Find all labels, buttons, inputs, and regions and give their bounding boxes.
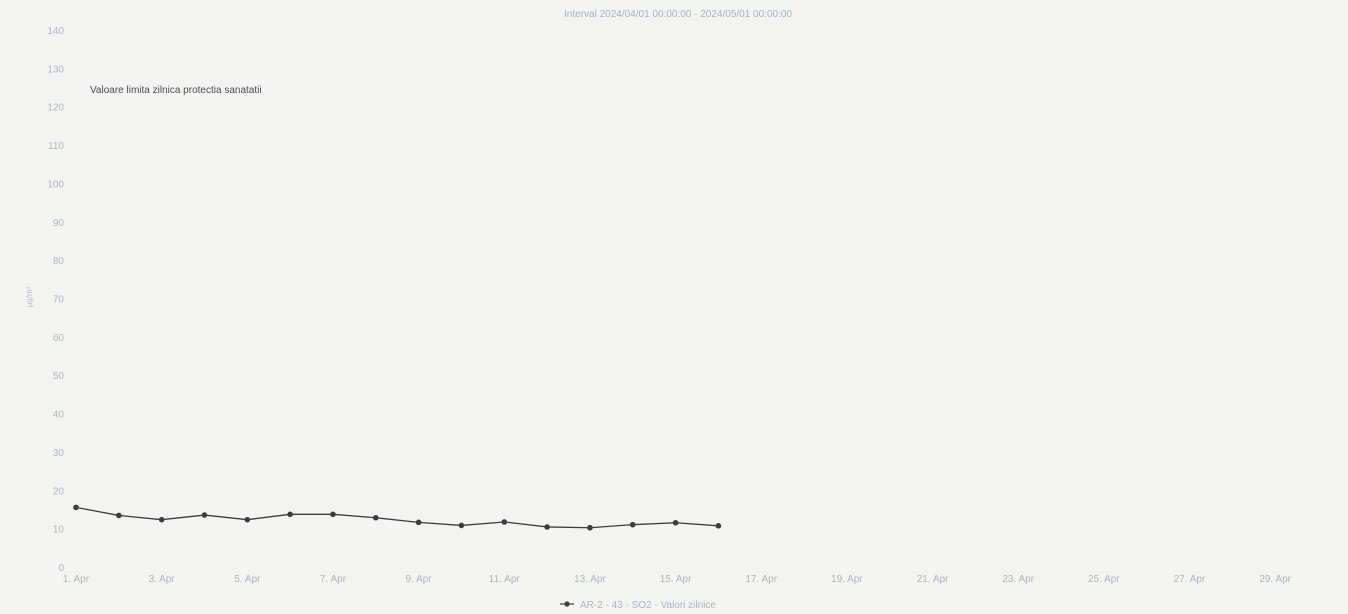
y-tick-label: 120 xyxy=(47,103,64,114)
x-tick-label: 11. Apr xyxy=(489,574,521,585)
data-point xyxy=(458,522,465,529)
y-tick-label: 80 xyxy=(53,256,65,267)
x-tick-label: 15. Apr xyxy=(660,574,692,585)
x-tick-label: 29. Apr xyxy=(1259,574,1291,585)
data-point xyxy=(587,524,593,531)
y-axis-ticks: 0 10 20 30 40 50 60 70 80 90 100 110 120 130 140 xyxy=(47,26,64,574)
legend-label: AR-2 - 43 - SO2 - Valori zilnice xyxy=(580,600,716,611)
x-tick-label: 9. Apr xyxy=(406,574,433,585)
x-tick-label: 25. Apr xyxy=(1088,574,1120,585)
series-line xyxy=(75,506,719,529)
x-tick-label: 17. Apr xyxy=(745,574,777,585)
data-point xyxy=(116,512,122,519)
x-tick-label: 3. Apr xyxy=(149,574,176,585)
limit-line-label: Valoare limita zilnica protectia sanatat… xyxy=(90,85,262,96)
x-tick-label: 5. Apr xyxy=(234,574,261,585)
x-tick-label: 19. Apr xyxy=(831,574,863,585)
data-point xyxy=(287,511,293,518)
plot-area xyxy=(73,504,722,531)
data-point xyxy=(158,516,165,523)
chart-subtitle: Interval 2024/04/01 00:00:00 - 2024/05/0… xyxy=(564,9,792,20)
y-tick-label: 130 xyxy=(47,64,64,75)
y-tick-label: 70 xyxy=(53,295,65,306)
x-tick-label: 27. Apr xyxy=(1174,574,1206,585)
y-tick-label: 30 xyxy=(53,448,65,459)
data-point xyxy=(415,519,422,526)
data-point xyxy=(715,523,722,529)
y-tick-label: 20 xyxy=(53,486,65,497)
data-point xyxy=(372,514,379,521)
y-tick-label: 100 xyxy=(47,179,64,190)
x-tick-label: 21. Apr xyxy=(917,574,949,585)
x-axis-ticks: 1. Apr 3. Apr 5. Apr 7. Apr 9. Apr 11. Apr 13.… xyxy=(63,574,1292,585)
y-tick-label: 50 xyxy=(53,371,65,382)
y-tick-label: 10 xyxy=(53,525,65,536)
data-point xyxy=(73,504,79,511)
y-tick-label: 60 xyxy=(53,333,65,344)
x-tick-label: 13. Apr xyxy=(574,574,606,585)
y-tick-label: 110 xyxy=(48,141,64,152)
x-tick-label: 23. Apr xyxy=(1002,574,1034,585)
data-point xyxy=(501,519,508,525)
y-tick-label: 40 xyxy=(53,410,65,421)
y-tick-label: 140 xyxy=(47,26,64,37)
data-point xyxy=(544,524,550,530)
data-point xyxy=(672,519,679,526)
y-tick-label: 90 xyxy=(53,218,65,229)
data-point xyxy=(629,521,636,528)
data-point xyxy=(330,511,336,518)
data-point xyxy=(244,516,251,523)
x-tick-label: 1. Apr xyxy=(63,574,90,585)
y-tick-label: 0 xyxy=(58,563,64,574)
legend-marker-swatch xyxy=(564,601,570,607)
legend: AR-2 - 43 - SO2 - Valori zilnice xyxy=(560,600,716,611)
x-tick-label: 7. Apr xyxy=(320,574,347,585)
y-axis-label: µg/m³ xyxy=(25,286,34,307)
data-point xyxy=(201,512,208,518)
